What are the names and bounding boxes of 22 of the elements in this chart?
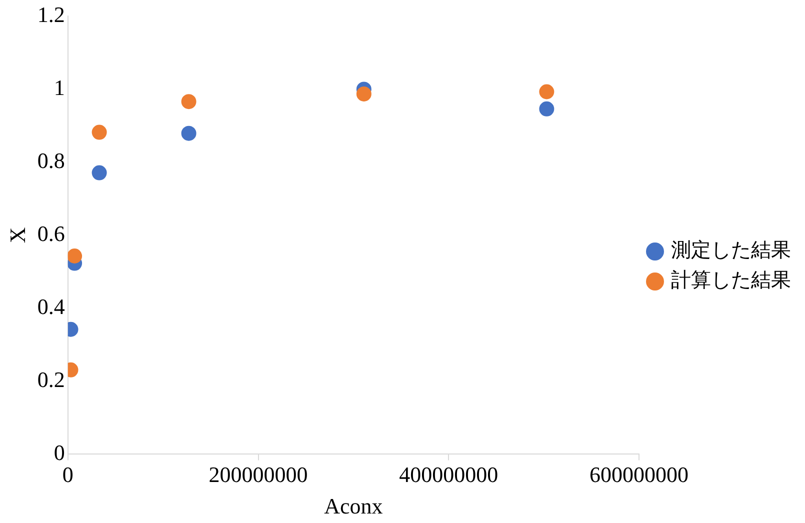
point	[539, 84, 554, 100]
x-axis-title: Aconx	[324, 494, 383, 519]
x-tick-label: 600000000	[590, 462, 688, 488]
x-tick-label: 400000000	[399, 462, 498, 488]
legend-label: 測定した結果	[671, 238, 791, 262]
point	[92, 124, 107, 140]
point	[92, 165, 107, 180]
point	[68, 248, 82, 264]
y-tick-label: 0.2	[37, 366, 65, 392]
legend-label: 計算した結果	[671, 268, 791, 292]
x-tick-label: 200000000	[208, 462, 308, 488]
point	[539, 101, 554, 116]
point	[181, 94, 196, 110]
y-tick-label: 1	[54, 74, 65, 100]
y-tick-label: 1.2	[37, 2, 65, 27]
point	[181, 126, 196, 141]
y-tick-label: 0.6	[37, 220, 65, 246]
y-tick-label: 0.8	[37, 148, 65, 173]
point	[356, 86, 372, 102]
y-tick-label: 0	[54, 440, 65, 465]
y-axis-title: X	[4, 227, 30, 244]
y-tick-label: 0.4	[37, 294, 65, 319]
